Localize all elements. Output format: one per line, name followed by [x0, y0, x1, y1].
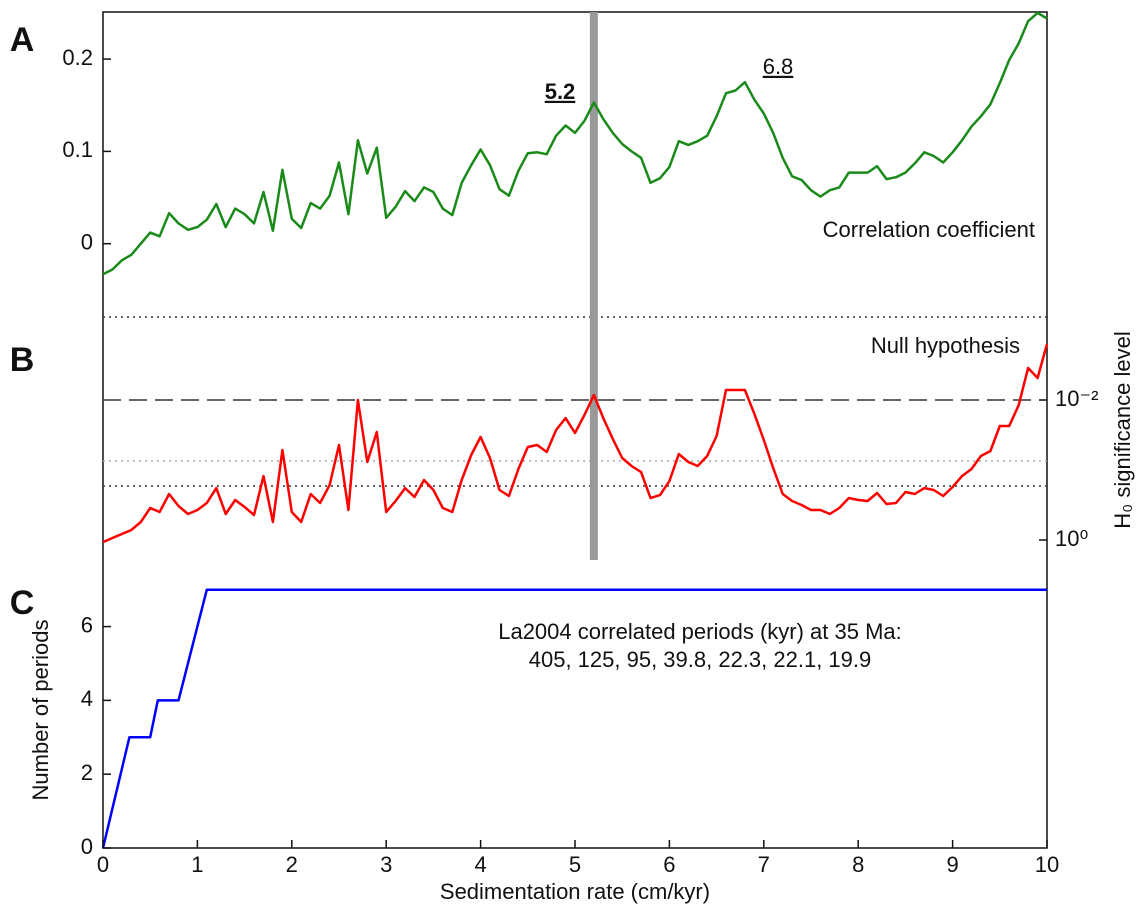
- y2-axis-label: H₀ significance level: [1110, 331, 1135, 528]
- y-tick-label: 0: [81, 834, 93, 859]
- x-tick-label: 0: [97, 852, 109, 877]
- x-tick-label: 8: [852, 852, 864, 877]
- y-tick-label: 0.1: [62, 137, 93, 162]
- y-axis-label: Number of periods: [28, 620, 53, 801]
- y-tick-label: 0: [81, 230, 93, 255]
- annotation: La2004 correlated periods (kyr) at 35 Ma…: [498, 619, 902, 644]
- annotation: 5.2: [545, 79, 576, 104]
- y-tick-label: 10⁻²: [1055, 386, 1098, 411]
- x-tick-label: 3: [380, 852, 392, 877]
- x-tick-label: 2: [286, 852, 298, 877]
- x-tick-label: 7: [758, 852, 770, 877]
- x-tick-label: 10: [1035, 852, 1059, 877]
- y-tick-label: 2: [81, 760, 93, 785]
- x-tick-label: 4: [474, 852, 486, 877]
- x-tick-label: 1: [191, 852, 203, 877]
- annotation: 405, 125, 95, 39.8, 22.3, 22.1, 19.9: [529, 647, 872, 672]
- annotation: Null hypothesis: [871, 333, 1020, 358]
- panel-label: A: [10, 21, 35, 59]
- y-tick-label: 10⁰: [1055, 526, 1088, 551]
- x-tick-label: 5: [569, 852, 581, 877]
- plot-frame: [102, 11, 1048, 849]
- panel-label: C: [10, 584, 35, 622]
- y-tick-label: 0.2: [62, 45, 93, 70]
- x-tick-label: 6: [663, 852, 675, 877]
- panel-label: B: [10, 341, 35, 379]
- x-axis-label: Sedimentation rate (cm/kyr): [440, 879, 710, 904]
- data-line: [102, 11, 1048, 276]
- y-tick-label: 4: [81, 686, 93, 711]
- annotation: Correlation coefficient: [823, 217, 1035, 242]
- annotation: 6.8: [763, 54, 794, 79]
- x-tick-label: 9: [946, 852, 958, 877]
- y-tick-label: 6: [81, 612, 93, 637]
- data-line: [102, 343, 1049, 544]
- data-line: [101, 588, 1047, 849]
